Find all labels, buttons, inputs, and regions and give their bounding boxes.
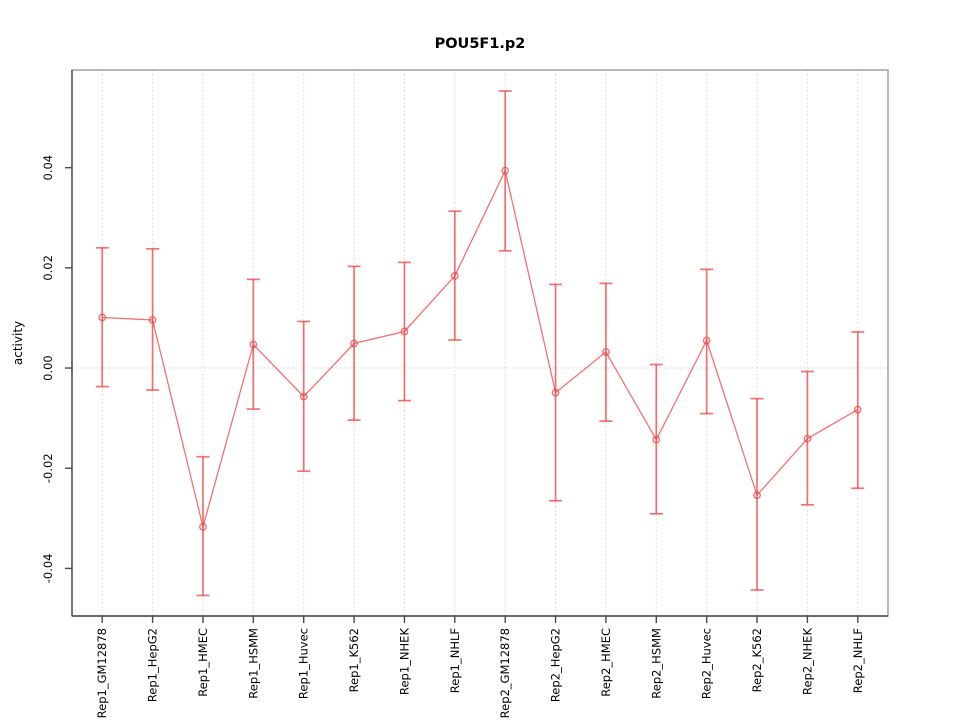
x-tick-label: Rep1_HMEC (196, 628, 210, 697)
x-tick-label: Rep2_GM12878 (498, 628, 512, 718)
x-tick-label: Rep2_K562 (750, 628, 764, 692)
data-point (350, 339, 358, 348)
x-tick-label: Rep2_NHEK (800, 628, 814, 695)
data-point (501, 166, 510, 175)
chart-plot-area: -0.04 -0.02 0.00 0.02 0.04 Rep1_GM12878 Rep1_H… (41, 69, 889, 718)
data-point (602, 348, 610, 356)
y-axis-label: activity (11, 321, 25, 365)
x-tick-label: Rep1_HepG2 (146, 628, 160, 702)
x-tick-label: Rep2_HMEC (599, 628, 613, 697)
data-point (753, 491, 761, 500)
x-tick-label: Rep1_HSMM (246, 628, 260, 699)
data-point (249, 340, 258, 349)
x-tick-label: Rep2_Huvec (700, 628, 714, 699)
x-tick-label: Rep2_HepG2 (549, 628, 563, 702)
data-point (199, 522, 207, 531)
y-tick-label: 0.00 (41, 355, 55, 381)
data-point (148, 316, 157, 324)
x-tick-label: Rep1_GM12878 (95, 628, 109, 718)
chart-title: POU5F1.p2 (435, 36, 526, 52)
x-tick-label: Rep2_NHLF (851, 628, 865, 693)
y-tick-label: -0.04 (41, 554, 55, 584)
y-tick-label: -0.02 (41, 453, 55, 483)
y-tick-label: 0.04 (41, 155, 55, 181)
x-tick-label: Rep1_Huvec (297, 628, 311, 699)
data-point (702, 336, 711, 345)
data-point (551, 388, 560, 397)
y-tick-label: 0.02 (41, 255, 55, 281)
data-point (98, 313, 107, 322)
x-tick-label: Rep2_HSMM (649, 628, 663, 699)
x-tick-label: Rep1_NHLF (448, 628, 462, 693)
x-tick-label: Rep1_K562 (347, 628, 361, 692)
data-point (652, 435, 661, 444)
plot-box (71, 69, 889, 617)
data-point (853, 405, 862, 414)
data-point (400, 327, 409, 336)
data-point (450, 271, 459, 280)
x-tick-label: Rep1_NHEK (397, 628, 411, 695)
data-point (803, 434, 812, 443)
data-point (299, 392, 308, 401)
series-line (102, 168, 859, 530)
